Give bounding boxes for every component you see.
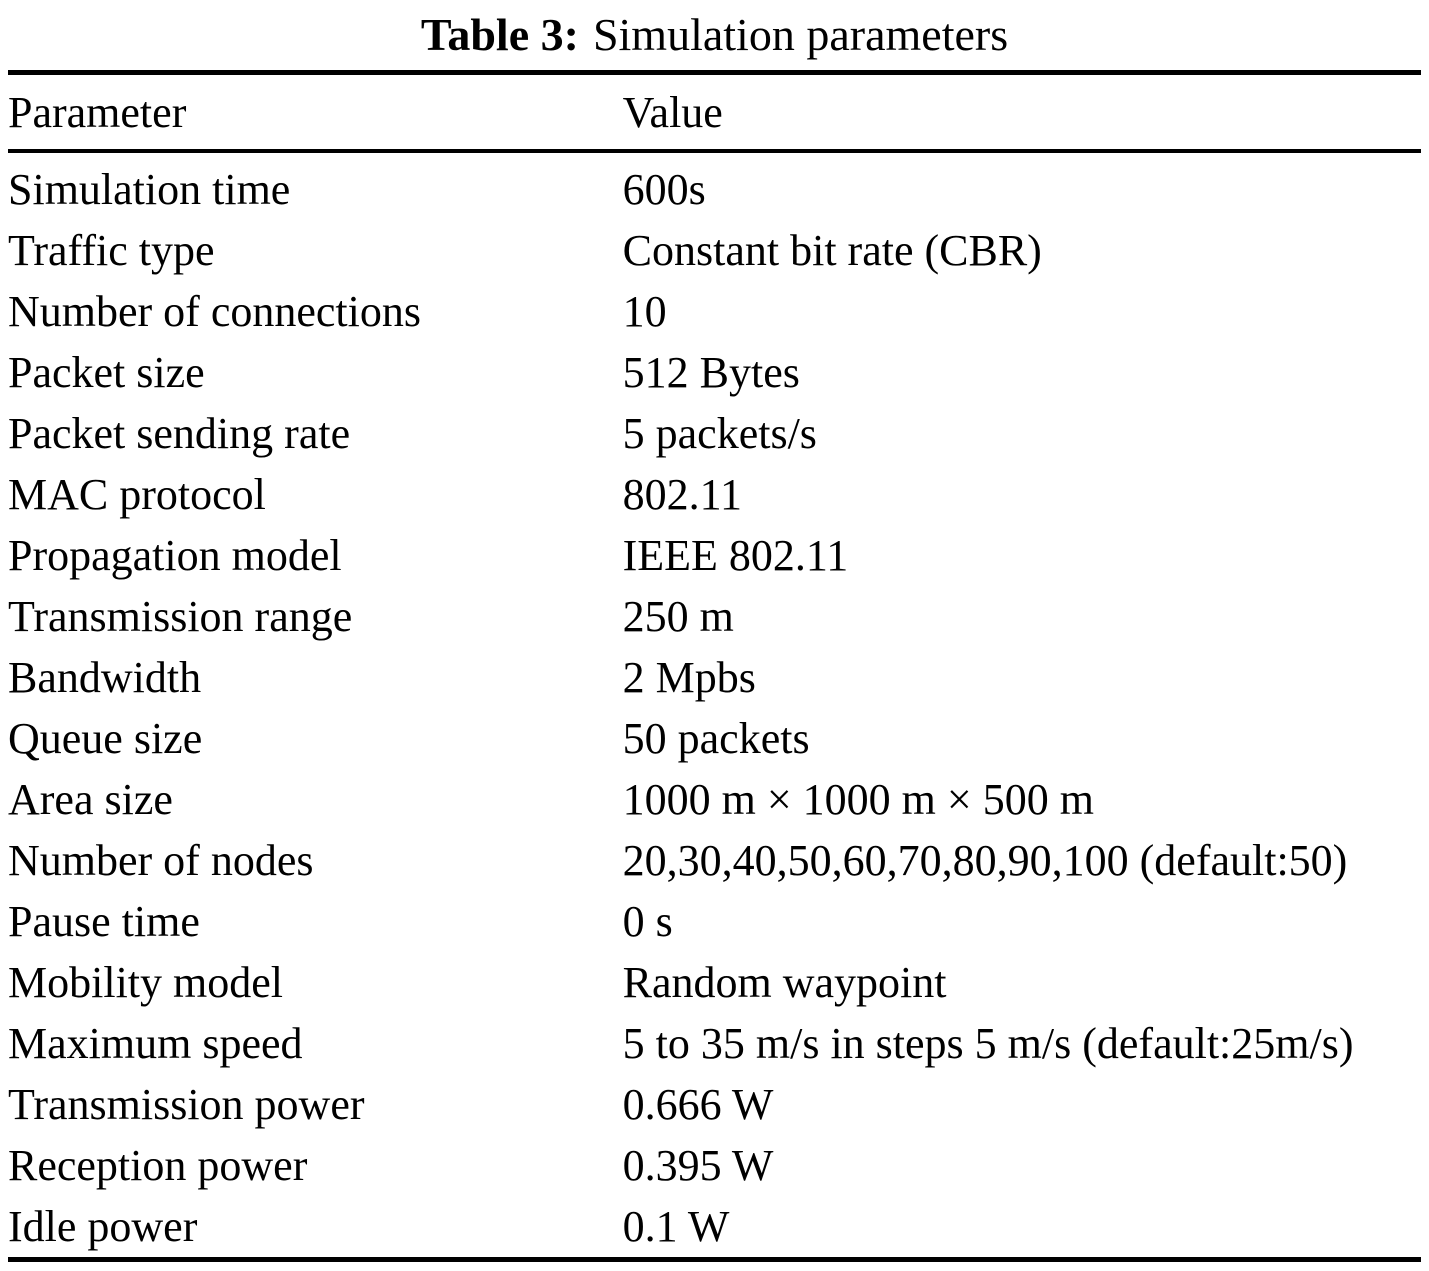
value-cell: 10 (622, 287, 667, 336)
value-cell: 250 m (622, 592, 734, 641)
table-header-row: Parameter Value (8, 72, 1421, 153)
table-row: Idle power 0.1 W (8, 1196, 1421, 1260)
table-row: Packet sending rate 5 packets/s (8, 403, 1421, 464)
value-cell: Constant bit rate (CBR) (622, 226, 1042, 275)
value-cell: 0.395 W (622, 1141, 774, 1190)
value-cell: 0 s (622, 897, 673, 946)
value-cell: IEEE 802.11 (622, 531, 849, 580)
table-body: Simulation time 600s Traffic type Constant… (8, 151, 1421, 1260)
parameter-cell: Maximum speed (8, 1019, 303, 1068)
table-row: Traffic type Constant bit rate (CBR) (8, 220, 1421, 281)
parameter-cell: Reception power (8, 1141, 308, 1190)
parameter-cell: Simulation time (8, 165, 291, 214)
value-cell: 1000 m × 1000 m × 500 m (622, 775, 1094, 824)
value-cell: Random waypoint (622, 958, 947, 1007)
table-row: Simulation time 600s (8, 151, 1421, 220)
table-row: Propagation model IEEE 802.11 (8, 525, 1421, 586)
value-cell: 0.1 W (622, 1202, 730, 1251)
value-cell: 0.666 W (622, 1080, 774, 1129)
value-cell: 50 packets (622, 714, 810, 763)
parameter-cell: Traffic type (8, 226, 215, 275)
value-cell: 512 Bytes (622, 348, 800, 397)
table-row: Reception power 0.395 W (8, 1135, 1421, 1196)
table-row: Number of connections 10 (8, 281, 1421, 342)
parameter-cell: MAC protocol (8, 470, 266, 519)
parameter-cell: Packet sending rate (8, 409, 351, 458)
parameter-cell: Number of connections (8, 287, 421, 336)
simulation-parameters-table: Parameter Value Simulation time 600s Traf… (8, 70, 1421, 1262)
parameter-cell: Pause time (8, 897, 200, 946)
table-row: Transmission power 0.666 W (8, 1074, 1421, 1135)
value-cell: 2 Mpbs (622, 653, 756, 702)
value-cell: 5 packets/s (622, 409, 817, 458)
parameter-cell: Transmission power (8, 1080, 365, 1129)
table-caption: Table 3: Simulation parameters (8, 0, 1421, 70)
parameter-cell: Queue size (8, 714, 203, 763)
parameter-cell: Transmission range (8, 592, 353, 641)
table-row: Maximum speed 5 to 35 m/s in steps 5 m/s … (8, 1013, 1421, 1074)
parameter-cell: Mobility model (8, 958, 283, 1007)
table-caption-label: Table 3: (420, 9, 579, 60)
value-cell: 20,30,40,50,60,70,80,90,100 (default:50) (622, 836, 1348, 885)
parameter-cell: Packet size (8, 348, 205, 397)
parameter-cell: Bandwidth (8, 653, 202, 702)
table-row: MAC protocol 802.11 (8, 464, 1421, 525)
parameter-cell: Number of nodes (8, 836, 314, 885)
parameter-cell: Idle power (8, 1202, 198, 1251)
value-cell: 5 to 35 m/s in steps 5 m/s (default:25m/… (622, 1019, 1354, 1068)
table-caption-title: Simulation parameters (592, 9, 1009, 60)
table-row: Area size 1000 m × 1000 m × 500 m (8, 769, 1421, 830)
parameter-cell: Area size (8, 775, 173, 824)
table-row: Bandwidth 2 Mpbs (8, 647, 1421, 708)
value-cell: 600s (622, 165, 706, 214)
table-row: Transmission range 250 m (8, 586, 1421, 647)
table-row: Number of nodes 20,30,40,50,60,70,80,90,1… (8, 830, 1421, 891)
column-header-parameter: Parameter (8, 72, 623, 153)
table-row: Pause time 0 s (8, 891, 1421, 952)
parameter-cell: Propagation model (8, 531, 342, 580)
table-row: Mobility model Random waypoint (8, 952, 1421, 1013)
column-header-value: Value (622, 72, 1421, 153)
table-row: Packet size 512 Bytes (8, 342, 1421, 403)
table-row: Queue size 50 packets (8, 708, 1421, 769)
value-cell: 802.11 (622, 470, 743, 519)
